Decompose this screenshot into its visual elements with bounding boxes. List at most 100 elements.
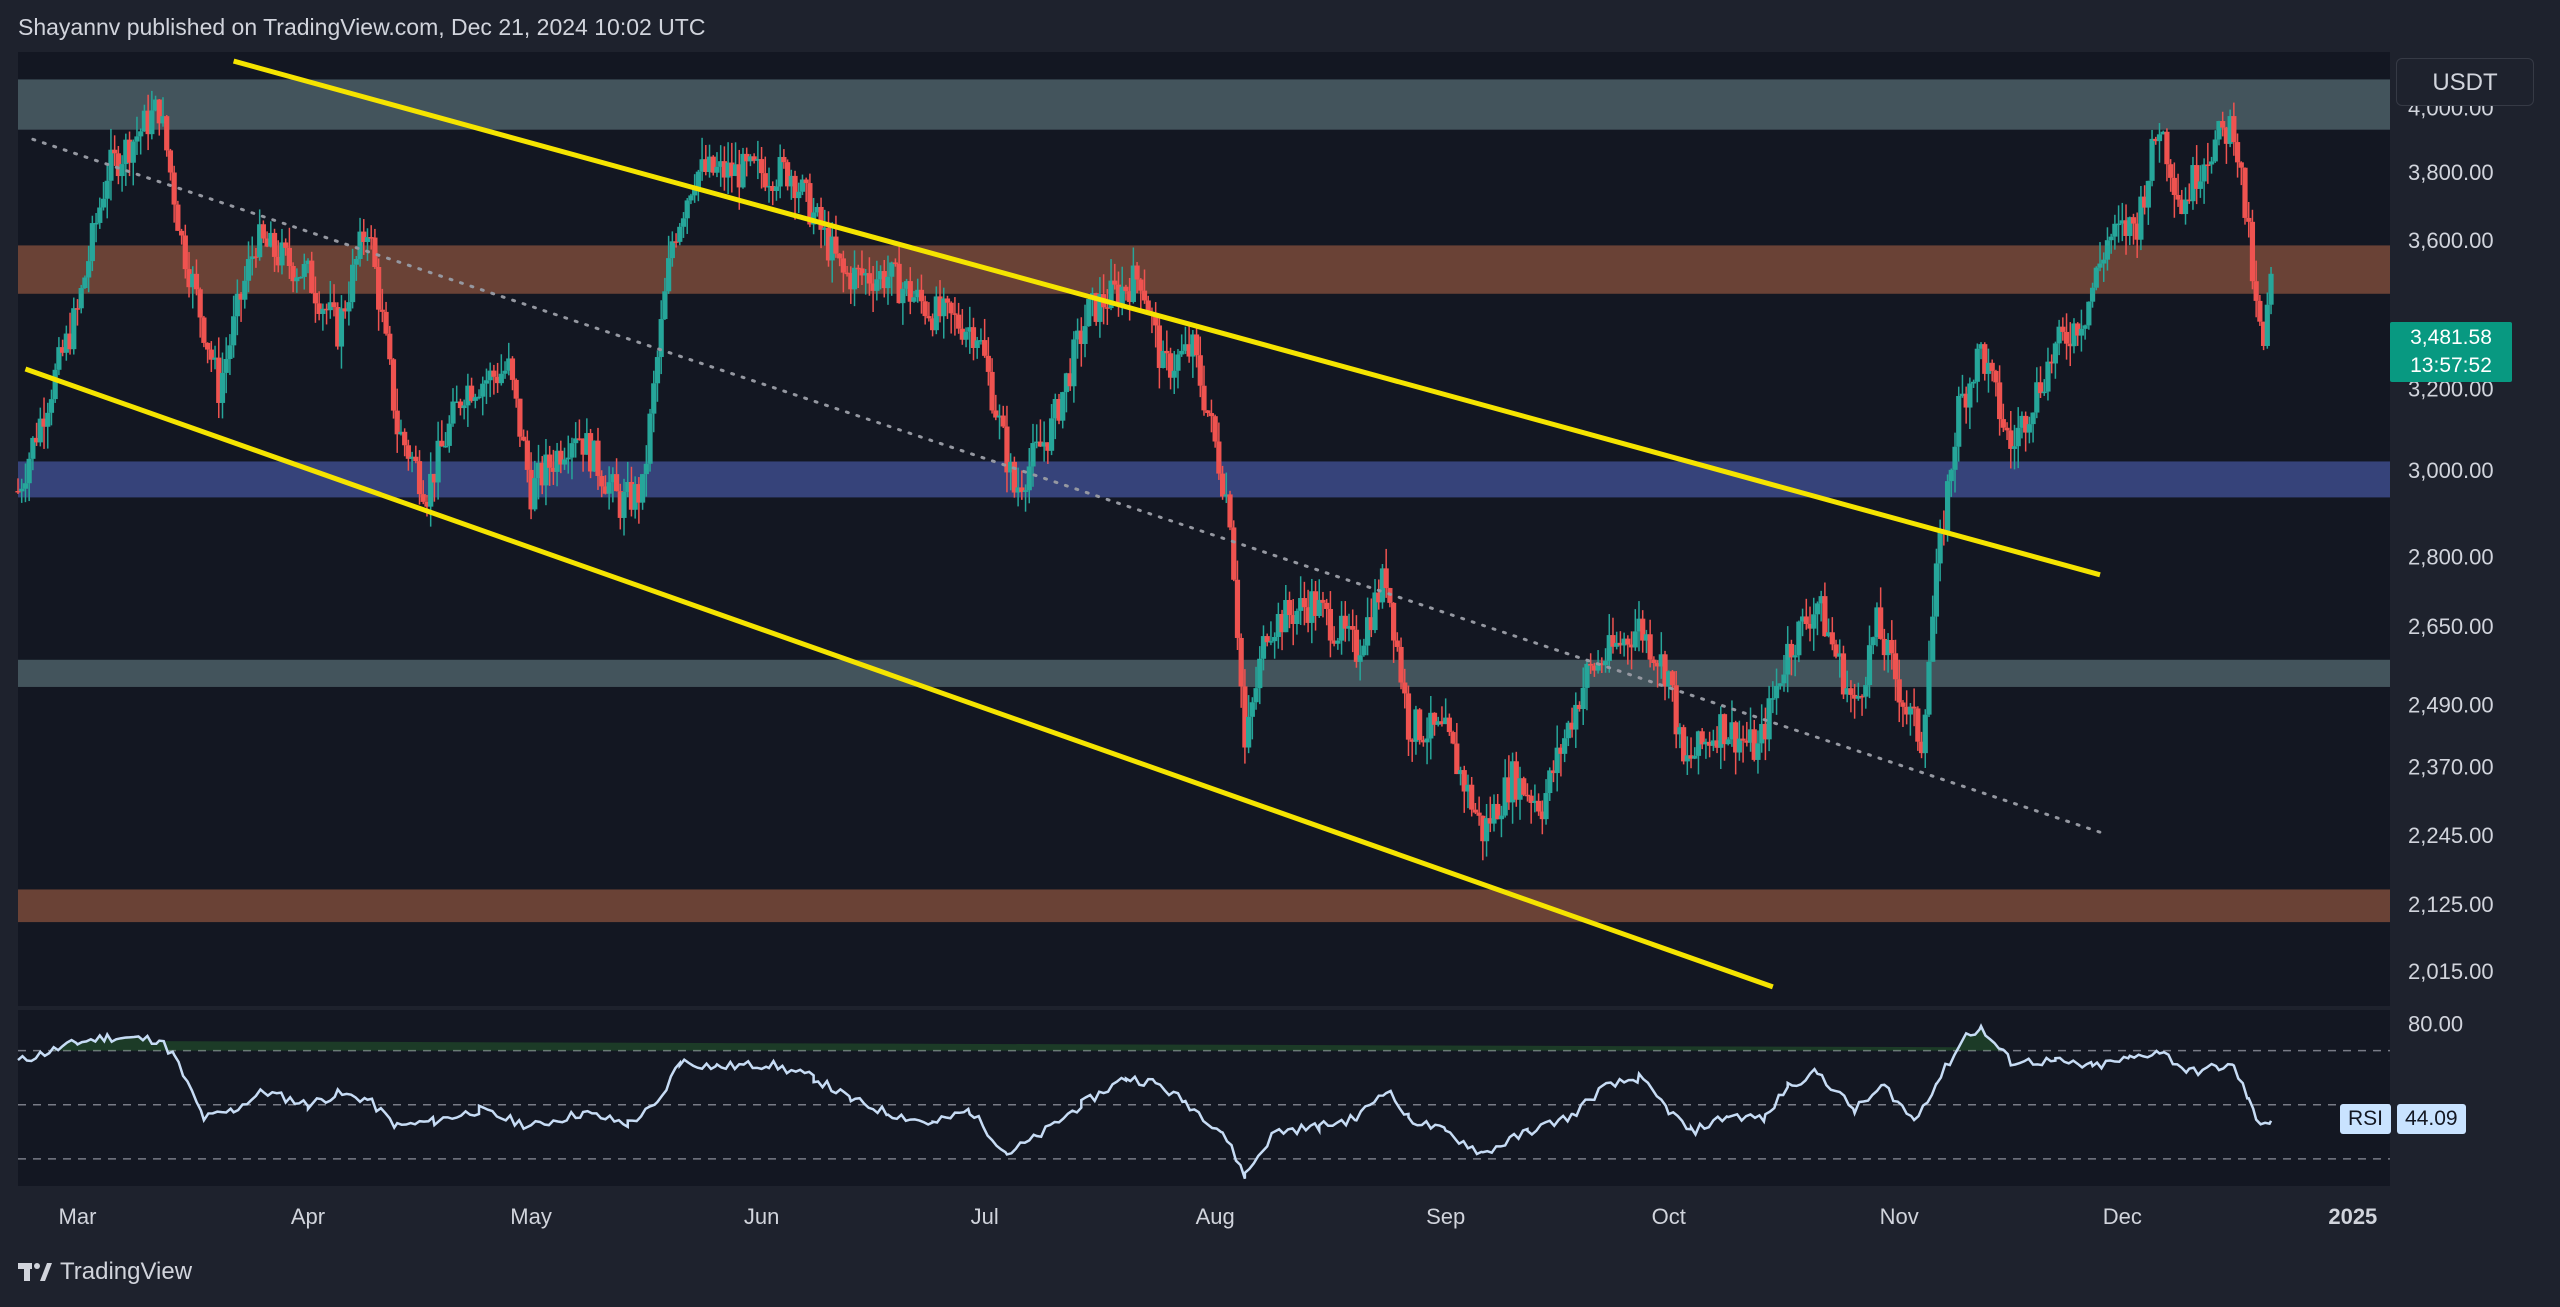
candle-body: [1082, 326, 1088, 344]
candle-body: [1037, 441, 1044, 447]
candle-body: [2142, 196, 2148, 208]
candle: [1852, 683, 1858, 719]
candle: [1186, 326, 1192, 363]
candle-body: [1714, 740, 1720, 748]
candle-body: [796, 191, 802, 199]
candle: [640, 474, 646, 510]
candle: [1361, 638, 1367, 657]
candle-body: [253, 256, 259, 258]
candle-body: [63, 333, 69, 353]
candle: [1201, 365, 1207, 416]
candle-body: [1963, 393, 1969, 408]
candle: [1030, 423, 1036, 487]
candle-body: [747, 156, 754, 162]
candle-body: [818, 206, 824, 230]
candle-body: [1907, 706, 1913, 715]
candle: [316, 291, 322, 321]
candle-body: [476, 396, 482, 399]
candle: [1963, 386, 1969, 424]
currency-button[interactable]: USDT: [2396, 58, 2534, 106]
candle-body: [1476, 812, 1482, 816]
candle: [294, 268, 300, 293]
candle: [606, 466, 612, 510]
candle: [1465, 774, 1471, 809]
candle-body: [1238, 637, 1244, 687]
candle: [1097, 277, 1103, 338]
chart-canvas[interactable]: 4,000.003,800.003,600.003,200.003,000.00…: [0, 0, 2560, 1250]
candle: [2190, 156, 2196, 210]
candle: [866, 257, 872, 296]
candle-body: [1331, 640, 1337, 644]
candle: [543, 439, 549, 506]
candle-body: [896, 263, 902, 304]
candle: [2153, 136, 2159, 145]
candle: [524, 430, 530, 483]
candle: [1714, 726, 1720, 754]
candle-body: [141, 110, 148, 132]
candle: [926, 302, 932, 322]
candle: [881, 259, 887, 298]
candle: [2115, 205, 2122, 243]
candle-body: [539, 462, 545, 486]
candle-body: [1376, 592, 1382, 603]
candle-body: [487, 370, 493, 381]
candle-body: [874, 279, 880, 291]
candle-body: [350, 264, 356, 303]
candle: [1751, 719, 1757, 762]
candle-body: [1286, 599, 1293, 616]
tradingview-logo[interactable]: TradingView: [18, 1258, 192, 1286]
candle: [413, 445, 419, 464]
candle: [1588, 653, 1594, 674]
candle: [565, 435, 571, 474]
candle: [680, 212, 687, 238]
candle-body: [532, 478, 538, 510]
candle-body: [1502, 777, 1508, 816]
candle: [405, 439, 411, 471]
candle: [275, 240, 281, 273]
candle: [52, 363, 58, 403]
candle-body: [316, 303, 322, 314]
candle: [1554, 725, 1560, 792]
candle: [1082, 304, 1088, 358]
candle: [2168, 159, 2174, 192]
candle: [89, 215, 95, 272]
candle: [1112, 263, 1118, 290]
time-tick-label: Jun: [744, 1204, 779, 1229]
candle: [1301, 581, 1307, 626]
candle-body: [2234, 142, 2241, 163]
candle: [970, 317, 977, 361]
candle: [1602, 648, 1609, 673]
candle-body: [1190, 334, 1196, 357]
rsi-value: 44.09: [2397, 1104, 2466, 1134]
candle: [1926, 640, 1932, 718]
candle: [1885, 633, 1891, 673]
candle: [309, 251, 315, 294]
candle: [1346, 613, 1352, 642]
candle: [1457, 766, 1464, 786]
candle-body: [640, 474, 646, 503]
candle: [1744, 721, 1750, 747]
candle-body: [1015, 487, 1021, 493]
candle-body: [807, 183, 813, 225]
candle: [1677, 723, 1683, 749]
candle-body: [889, 262, 895, 277]
candle-body: [2238, 162, 2244, 168]
candle: [1513, 751, 1519, 807]
candle: [874, 260, 880, 301]
candle-body: [803, 179, 809, 184]
candle-body: [112, 149, 118, 154]
candle: [613, 458, 620, 492]
candle: [539, 456, 545, 495]
candle: [1989, 359, 1995, 382]
candle-body: [714, 166, 720, 173]
candle: [1922, 709, 1928, 768]
candle-body: [617, 491, 623, 518]
candle: [1528, 789, 1534, 824]
candle-body: [666, 258, 672, 292]
candle: [1651, 656, 1657, 671]
candle: [1383, 548, 1389, 598]
candle: [621, 478, 627, 536]
candle-body: [1465, 784, 1471, 792]
candle: [956, 302, 962, 334]
candle-body: [2119, 220, 2125, 224]
